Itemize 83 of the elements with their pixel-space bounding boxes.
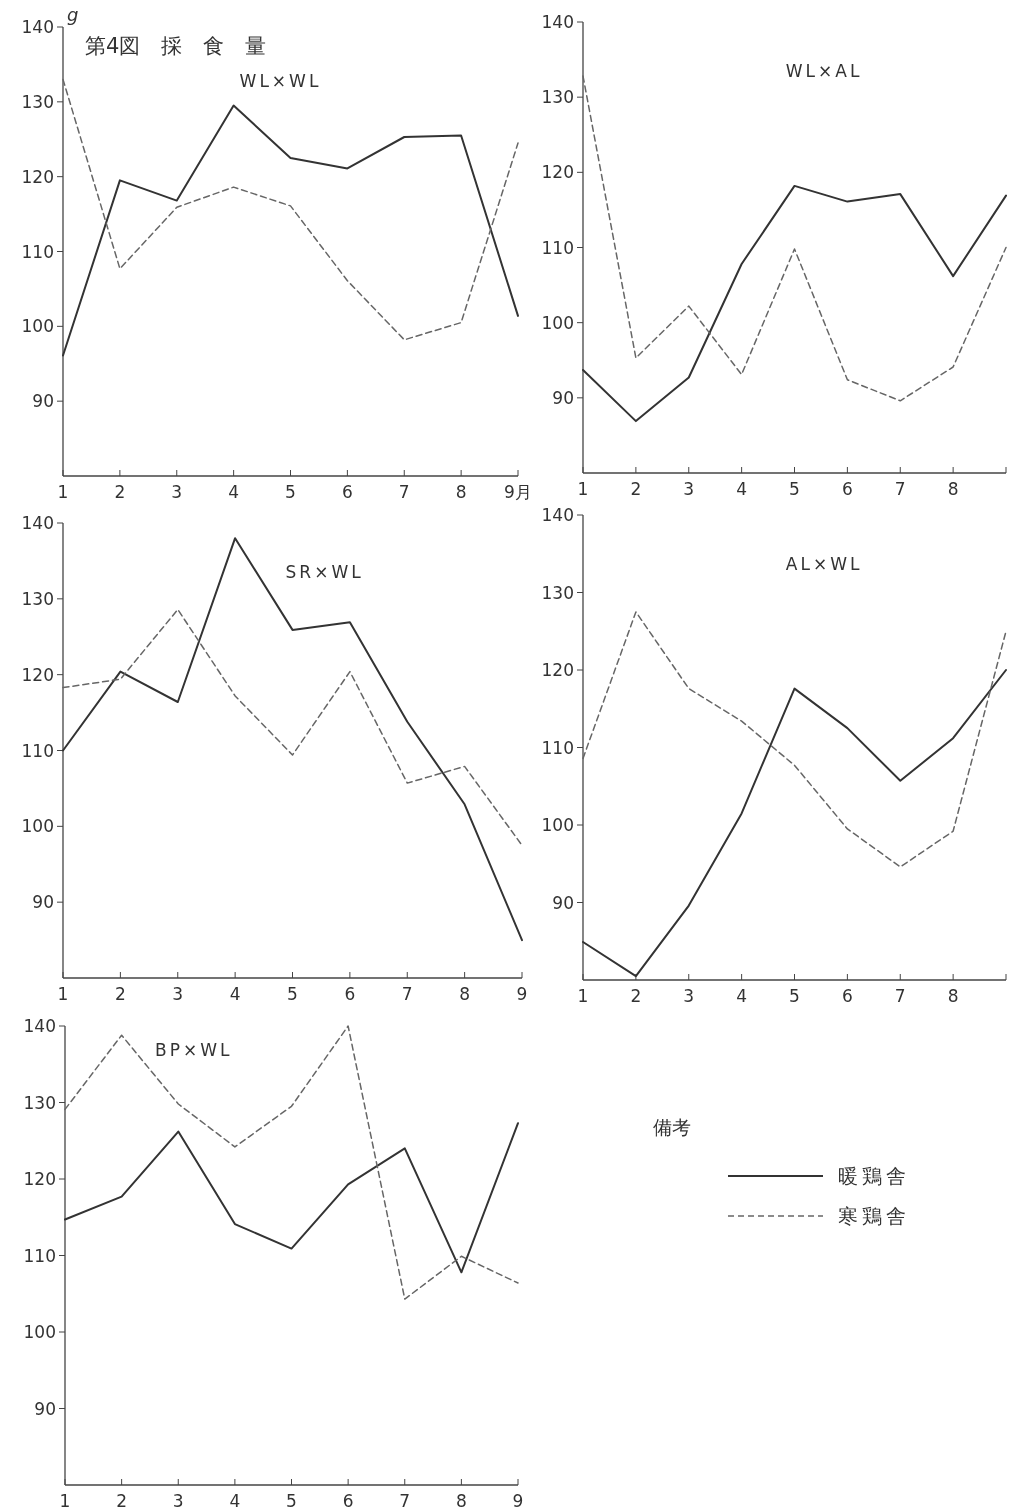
x-tick-label: 3 (683, 479, 695, 499)
y-tick-label: 130 (541, 87, 574, 108)
x-tick-label: 5 (285, 482, 296, 502)
x-tick-label: 3 (172, 984, 184, 1004)
x-tick-label: 8 (947, 479, 959, 499)
y-tick-label: 100 (541, 815, 574, 835)
x-tick-label: 8 (455, 1491, 467, 1511)
text: AL×WL (785, 554, 863, 574)
x-tick-label: 1 (59, 1491, 71, 1511)
x-tick-label: 2 (116, 1491, 128, 1511)
x-tick-label: 7 (894, 986, 906, 1006)
x-tick-label: 5 (789, 986, 800, 1006)
x-tick-label: 8 (459, 984, 471, 1004)
x-tick-label: 4 (229, 984, 241, 1004)
x-tick-label: 4 (229, 1491, 241, 1511)
y-tick-label: 120 (541, 660, 574, 680)
y-tick-label: 140 (541, 505, 574, 525)
x-tick-label: 4 (736, 986, 748, 1006)
text: SR×WL (285, 562, 364, 582)
legend-label: 暖鶏舎 (838, 1164, 910, 1188)
x-tick-label: 7 (894, 479, 906, 499)
y-tick-label: 140 (541, 12, 574, 32)
chart-title: 第4図 採 食 量 (85, 34, 267, 58)
x-tick-label: 2 (630, 986, 642, 1006)
x-tick-label: 1 (57, 482, 69, 502)
y-tick-label: 120 (21, 664, 54, 685)
x-tick-label: 2 (114, 482, 126, 502)
y-tick-label: 120 (541, 162, 574, 183)
y-tick-label: 110 (21, 241, 54, 262)
text: BP×WL (155, 1040, 233, 1060)
y-tick-label: 110 (23, 1245, 56, 1266)
x-tick-label: 2 (114, 984, 126, 1004)
x-tick-label: 1 (57, 984, 69, 1004)
y-tick-label: 90 (32, 391, 54, 412)
text: WL×AL (785, 61, 863, 81)
text: WL×WL (239, 71, 322, 91)
y-tick-label: 90 (552, 892, 574, 913)
x-tick-label: 4 (228, 482, 240, 502)
x-tick-label: 6 (841, 479, 853, 499)
y-tick-label: 110 (21, 740, 54, 761)
x-tick-label: 3 (172, 1491, 184, 1511)
x-tick-label: 1 (577, 479, 589, 499)
y-tick-label: 100 (23, 1322, 56, 1342)
y-tick-label: 130 (23, 1092, 56, 1113)
x-tick-label: 7 (401, 984, 413, 1004)
y-tick-label: 100 (541, 312, 574, 333)
y-tick-label: 90 (32, 892, 54, 913)
y-tick-label: 120 (23, 1169, 56, 1189)
y-tick-label: 120 (21, 166, 54, 187)
x-tick-label: 3 (171, 482, 183, 502)
y-tick-label: 140 (21, 17, 54, 37)
x-tick-label: 9月 (504, 482, 532, 502)
x-tick-label: 5 (286, 1491, 297, 1511)
x-tick-label: 1 (577, 986, 589, 1006)
y-tick-label: 90 (552, 387, 574, 408)
x-tick-label: 3 (683, 986, 695, 1006)
legend-label: 寒鶏舎 (838, 1204, 910, 1228)
x-tick-label: 2 (630, 479, 642, 499)
y-tick-label: 130 (541, 582, 574, 603)
x-tick-label: 6 (841, 986, 853, 1006)
y-tick-label: 130 (21, 588, 54, 609)
x-tick-label: 7 (398, 482, 410, 502)
x-tick-label: 8 (455, 482, 467, 502)
y-tick-label: 90 (34, 1398, 56, 1419)
y-tick-label: 110 (541, 737, 574, 758)
x-tick-label: 7 (399, 1491, 411, 1511)
y-tick-label: 140 (21, 513, 54, 533)
x-tick-label: 9 (516, 984, 528, 1004)
x-tick-label: 6 (341, 482, 353, 502)
x-tick-label: 9 (512, 1491, 524, 1511)
x-tick-label: 5 (789, 479, 800, 499)
y-tick-label: 130 (21, 91, 54, 112)
y-tick-label: 110 (541, 237, 574, 258)
y-tick-label: 140 (23, 1016, 56, 1036)
x-tick-label: 6 (342, 1491, 354, 1511)
x-tick-label: 6 (344, 984, 356, 1004)
y-axis-title: g (67, 4, 79, 25)
x-tick-label: 5 (287, 984, 298, 1004)
x-tick-label: 4 (736, 479, 748, 499)
y-tick-label: 100 (21, 816, 54, 837)
x-tick-label: 8 (947, 986, 959, 1006)
y-tick-label: 100 (21, 316, 54, 337)
legend-title: 備考 (653, 1116, 691, 1138)
